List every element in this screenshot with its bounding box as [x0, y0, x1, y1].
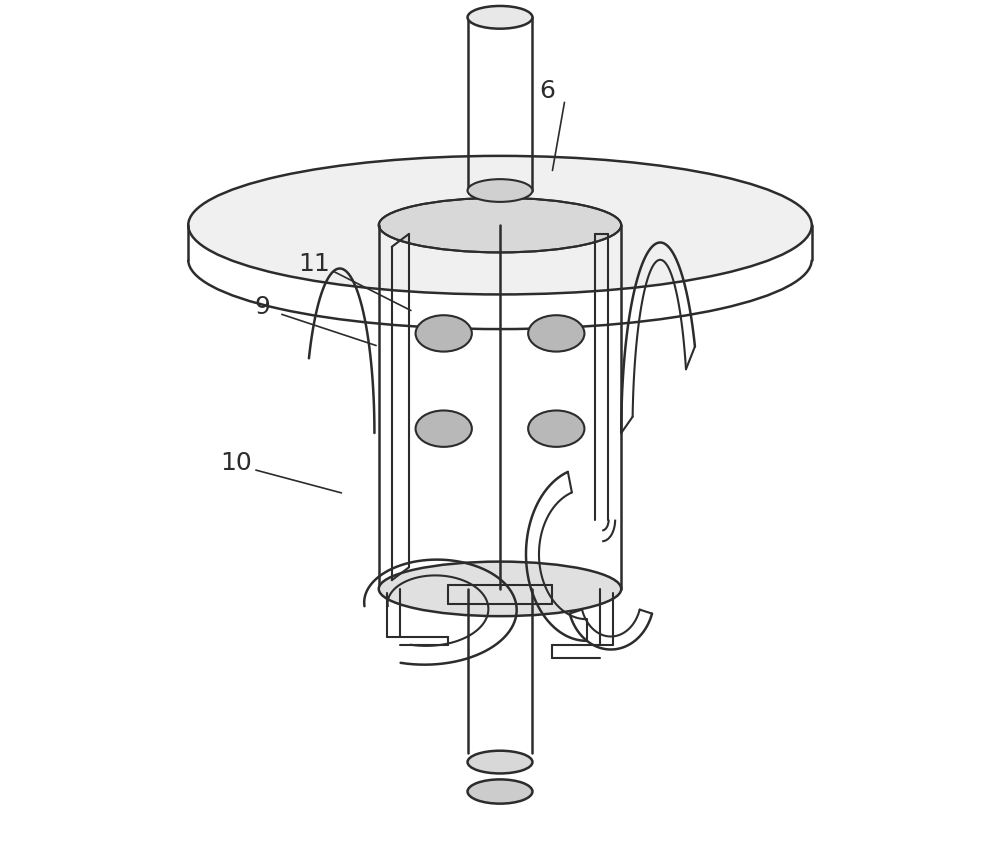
Ellipse shape	[379, 197, 621, 253]
Ellipse shape	[468, 779, 532, 804]
Ellipse shape	[468, 179, 532, 202]
Text: 11: 11	[298, 252, 330, 276]
Text: 6: 6	[540, 79, 556, 103]
Text: 10: 10	[220, 451, 252, 475]
Ellipse shape	[468, 6, 532, 29]
Text: 9: 9	[254, 295, 270, 320]
Ellipse shape	[188, 156, 812, 294]
Ellipse shape	[468, 751, 532, 773]
Ellipse shape	[528, 410, 584, 447]
Ellipse shape	[416, 410, 472, 447]
Ellipse shape	[416, 315, 472, 352]
Ellipse shape	[528, 315, 584, 352]
Ellipse shape	[379, 562, 621, 617]
